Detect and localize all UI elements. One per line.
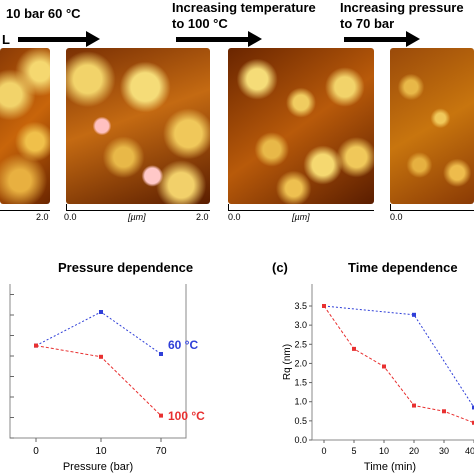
time-y-tick-label: 3.5: [294, 301, 307, 311]
time-series-point: [442, 409, 446, 414]
step1-letter: L: [2, 32, 10, 47]
pressure-x-tick-label: 0: [33, 446, 39, 457]
pressure-x-axis-label: Pressure (bar): [63, 461, 133, 473]
time-series-point: [412, 312, 416, 317]
afm2-tick-end: 2.0: [196, 212, 209, 222]
time-series-point: [472, 420, 474, 425]
time-x-tick-label: 0: [321, 446, 326, 456]
pressure-series-point: [99, 354, 103, 359]
pressure-series-point: [34, 343, 38, 348]
afm-image-3: [228, 48, 374, 204]
time-series-line: [323, 305, 474, 424]
step2-label-line2: to 100 °C: [172, 16, 228, 31]
pressure-series-point: [159, 413, 163, 418]
step3-label-line1: Increasing pressure: [340, 0, 464, 15]
time-x-tick-label: 40: [465, 446, 474, 456]
time-y-tick-label: 2.5: [294, 339, 307, 349]
time-y-tick-label: 3.0: [294, 320, 307, 330]
time-series-point: [382, 364, 386, 369]
time-y-tick-label: 1.5: [294, 378, 307, 388]
time-y-tick-label: 0.5: [294, 416, 307, 426]
arrow-3-icon: [344, 31, 420, 47]
time-x-tick-label: 20: [409, 446, 419, 456]
pressure-series-point: [99, 310, 103, 314]
pressure-legend-label: 100 °C: [168, 409, 205, 423]
arrow-2-icon: [176, 31, 262, 47]
afm-image-1: [0, 48, 50, 204]
time-series-point: [352, 346, 356, 351]
afm-image-4: [390, 48, 474, 204]
arrow-1-icon: [18, 31, 100, 47]
step2-label-line1: Increasing temperature: [172, 0, 316, 15]
time-series-point: [412, 403, 416, 408]
time-y-tick-label: 0.0: [294, 435, 307, 445]
pressure-series-line: [35, 311, 162, 355]
afm2-tick-start: 0.0: [64, 212, 77, 222]
time-x-axis-label: Time (min): [364, 461, 416, 473]
afm3-unit: [µm]: [292, 212, 310, 222]
afm2-unit: [µm]: [128, 212, 146, 222]
pressure-series-point: [159, 352, 163, 356]
afm1-tick-end: 2.0: [36, 212, 49, 222]
time-series-point: [322, 304, 326, 308]
time-y-axis-label: Rq (nm): [282, 344, 293, 380]
step3-label-line2: to 70 bar: [340, 16, 395, 31]
time-y-tick-label: 2.0: [294, 358, 307, 368]
time-x-tick-label: 5: [351, 446, 356, 456]
time-x-tick-label: 30: [439, 446, 449, 456]
time-series-point: [472, 405, 474, 410]
pressure-legend-label: 60 °C: [168, 338, 198, 352]
time-chart-panel-label: (c): [272, 260, 288, 275]
pressure-axis-frame: [9, 284, 187, 439]
pressure-chart-title: Pressure dependence: [58, 260, 194, 275]
pressure-x-tick-label: 10: [95, 446, 107, 457]
afm3-tick-start: 0.0: [228, 212, 241, 222]
step1-label: 10 bar 60 °C: [6, 6, 81, 21]
time-series-line: [323, 305, 474, 408]
time-y-tick-label: 1.0: [294, 397, 307, 407]
pressure-x-tick-label: 70: [155, 446, 167, 457]
afm-image-2: [66, 48, 210, 204]
time-x-tick-label: 10: [379, 446, 389, 456]
time-chart-title: Time dependence: [348, 260, 458, 275]
afm4-tick-start: 0.0: [390, 212, 403, 222]
pressure-series-line: [35, 345, 162, 416]
